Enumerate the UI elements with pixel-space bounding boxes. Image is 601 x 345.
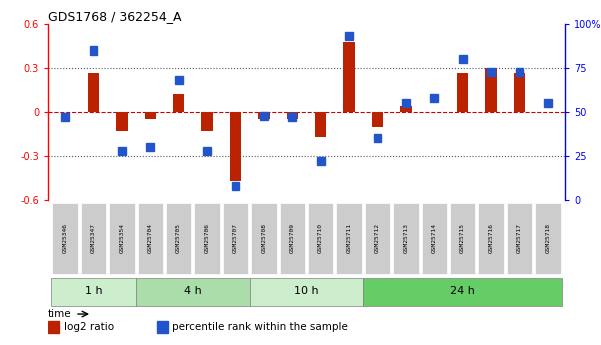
Bar xyxy=(402,99,410,107)
FancyBboxPatch shape xyxy=(507,203,532,274)
Text: GSM25706: GSM25706 xyxy=(204,224,210,254)
FancyBboxPatch shape xyxy=(337,203,362,274)
Bar xyxy=(258,112,270,119)
Text: GSM25715: GSM25715 xyxy=(460,224,465,254)
Bar xyxy=(145,112,156,119)
Text: time: time xyxy=(48,309,72,319)
Bar xyxy=(157,321,168,333)
Text: 24 h: 24 h xyxy=(450,286,475,296)
Bar xyxy=(201,112,213,131)
Bar xyxy=(430,94,438,102)
FancyBboxPatch shape xyxy=(166,203,192,274)
Text: 10 h: 10 h xyxy=(294,286,319,296)
Bar xyxy=(374,135,382,142)
Bar xyxy=(487,68,495,76)
FancyBboxPatch shape xyxy=(478,203,504,274)
FancyBboxPatch shape xyxy=(194,203,220,274)
Text: GSM25705: GSM25705 xyxy=(176,224,182,254)
Text: 1 h: 1 h xyxy=(85,286,102,296)
FancyBboxPatch shape xyxy=(51,278,136,306)
Bar xyxy=(231,182,239,190)
FancyBboxPatch shape xyxy=(421,203,447,274)
Bar xyxy=(343,42,355,112)
Bar xyxy=(400,106,412,112)
Text: GSM25712: GSM25712 xyxy=(375,224,380,254)
Bar xyxy=(88,72,99,112)
FancyBboxPatch shape xyxy=(52,203,78,274)
Text: GSM25718: GSM25718 xyxy=(545,224,551,254)
Text: GSM25707: GSM25707 xyxy=(233,224,238,254)
Bar xyxy=(173,95,185,112)
Text: GSM25709: GSM25709 xyxy=(290,224,295,254)
Text: GSM25716: GSM25716 xyxy=(489,224,493,254)
Bar xyxy=(544,99,552,107)
Bar xyxy=(230,112,241,181)
Bar xyxy=(372,112,383,127)
FancyBboxPatch shape xyxy=(535,203,561,274)
Text: 4 h: 4 h xyxy=(184,286,202,296)
Text: GSM25714: GSM25714 xyxy=(432,224,437,254)
Bar xyxy=(345,32,353,40)
Bar xyxy=(288,113,296,121)
Text: GSM25347: GSM25347 xyxy=(91,224,96,254)
FancyBboxPatch shape xyxy=(251,203,276,274)
Bar xyxy=(116,112,127,131)
FancyBboxPatch shape xyxy=(279,203,305,274)
Bar xyxy=(315,112,326,137)
Text: GSM25704: GSM25704 xyxy=(148,224,153,254)
Bar xyxy=(457,72,468,112)
Bar xyxy=(203,147,211,155)
Bar xyxy=(61,113,69,121)
Text: log2 ratio: log2 ratio xyxy=(64,322,114,332)
FancyBboxPatch shape xyxy=(136,278,249,306)
FancyBboxPatch shape xyxy=(223,203,248,274)
Bar xyxy=(459,55,467,63)
Bar xyxy=(146,143,154,151)
Bar xyxy=(486,68,497,112)
FancyBboxPatch shape xyxy=(109,203,135,274)
Text: GSM25354: GSM25354 xyxy=(120,224,124,254)
Bar xyxy=(260,111,268,120)
FancyBboxPatch shape xyxy=(450,203,475,274)
FancyBboxPatch shape xyxy=(393,203,419,274)
Text: GSM25713: GSM25713 xyxy=(403,224,409,254)
Bar xyxy=(118,147,126,155)
Bar xyxy=(317,157,325,165)
Text: GSM25710: GSM25710 xyxy=(318,224,323,254)
FancyBboxPatch shape xyxy=(249,278,364,306)
Bar xyxy=(90,47,97,55)
FancyBboxPatch shape xyxy=(364,278,562,306)
Bar xyxy=(514,72,525,112)
Bar xyxy=(287,112,298,119)
Text: GDS1768 / 362254_A: GDS1768 / 362254_A xyxy=(48,10,182,23)
FancyBboxPatch shape xyxy=(138,203,163,274)
Text: GSM25717: GSM25717 xyxy=(517,224,522,254)
FancyBboxPatch shape xyxy=(308,203,334,274)
Text: GSM25711: GSM25711 xyxy=(347,224,352,254)
Bar xyxy=(516,68,523,76)
FancyBboxPatch shape xyxy=(81,203,106,274)
Bar xyxy=(48,321,59,333)
Text: percentile rank within the sample: percentile rank within the sample xyxy=(172,322,348,332)
Text: GSM25346: GSM25346 xyxy=(63,224,68,254)
Text: GSM25708: GSM25708 xyxy=(261,224,266,254)
FancyBboxPatch shape xyxy=(365,203,390,274)
Bar xyxy=(175,76,183,85)
